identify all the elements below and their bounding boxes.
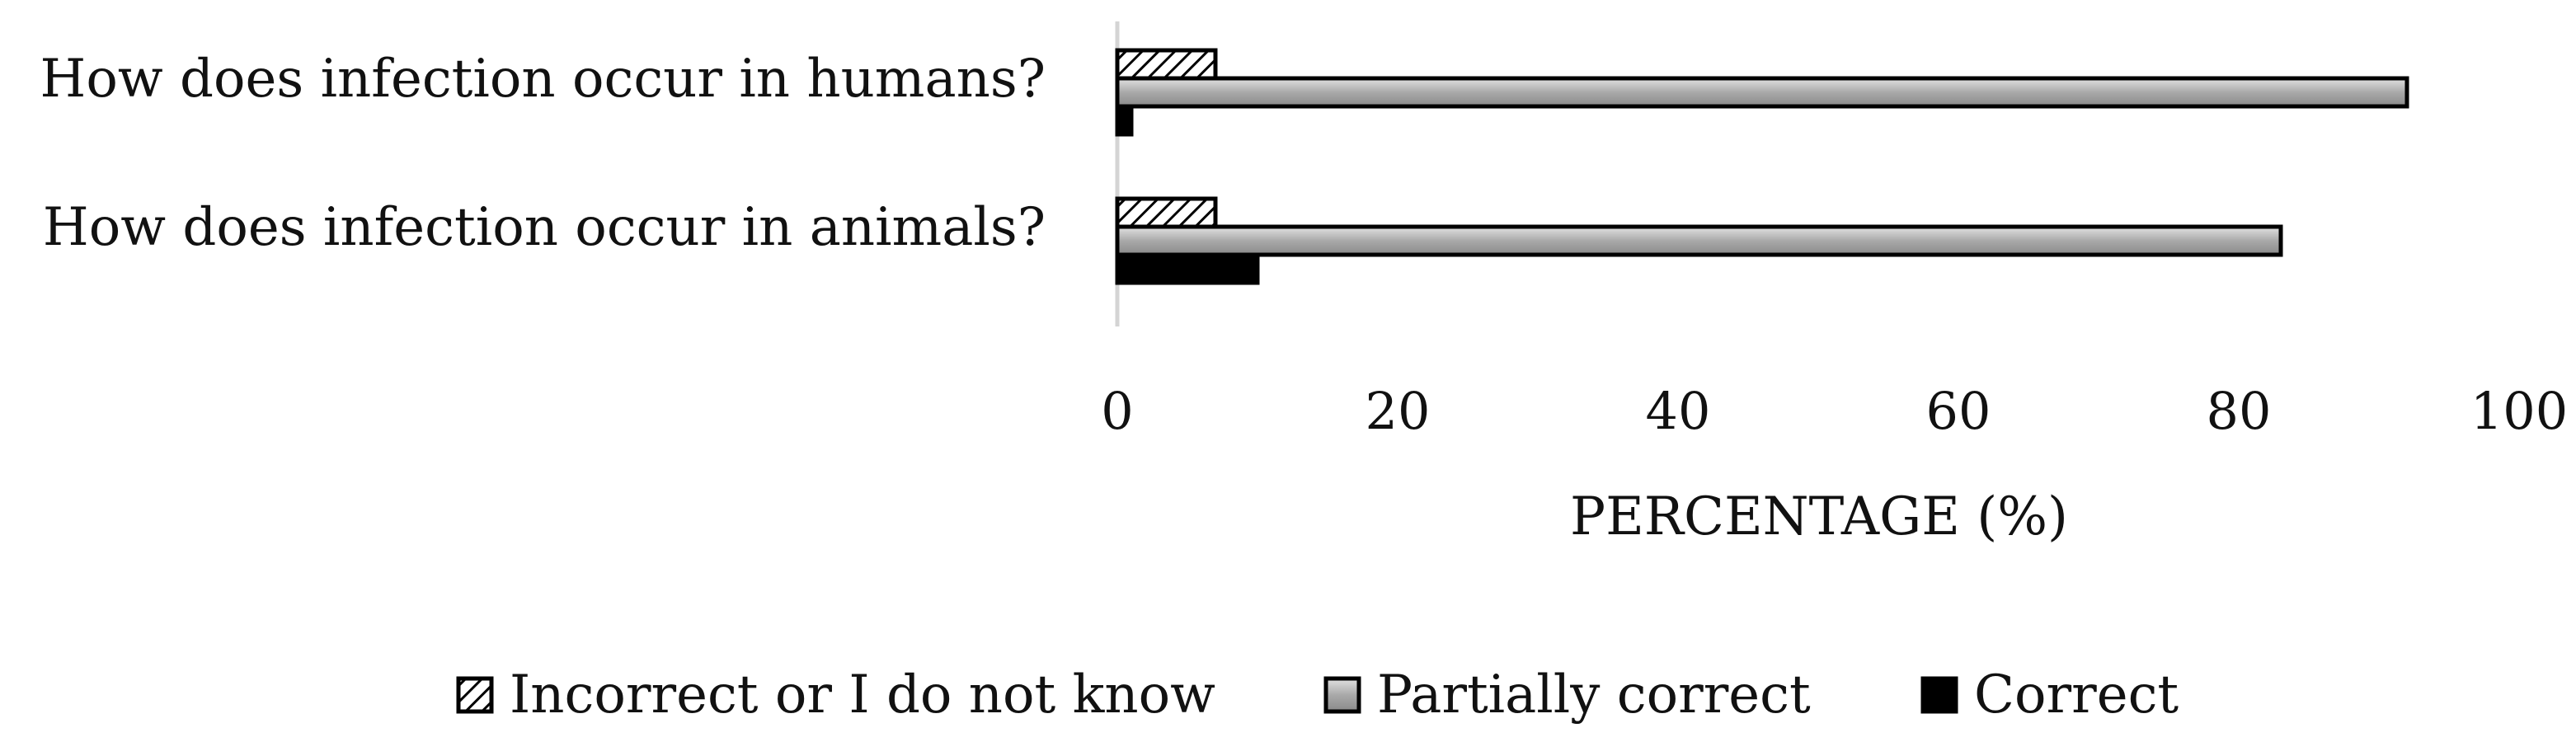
legend-swatch-correct [1920,676,1958,714]
bar-animals-correct [1115,252,1260,285]
legend-swatch-incorrect [456,676,494,714]
legend: Incorrect or I do not know Partially cor… [456,664,2179,725]
x-tick-label: 40 [1646,381,1711,441]
x-tick-label: 100 [2470,381,2568,441]
x-tick-label: 80 [2207,381,2272,441]
legend-label-partially-correct: Partially correct [1377,664,1811,725]
bar-humans-correct [1115,104,1134,137]
legend-swatch-partially-correct [1323,676,1361,714]
legend-label-incorrect: Incorrect or I do not know [510,664,1215,725]
bar-humans-partially-correct [1115,76,2409,109]
category-labels: How does infection occur in humans? How … [40,49,1046,258]
x-tick-label: 60 [1926,381,1991,441]
legend-label-correct: Correct [1974,664,2179,725]
category-label-animals: How does infection occur in animals? [43,197,1046,258]
x-axis-title: PERCENTAGE (%) [1570,486,2068,547]
bar-humans-incorrect [1115,48,1218,81]
x-tick-label: 20 [1366,381,1431,441]
bar-animals-incorrect [1115,196,1218,229]
category-label-humans: How does infection occur in humans? [40,49,1046,110]
bar-animals-partially-correct [1115,224,2283,257]
x-tick-label: 0 [1101,381,1133,441]
x-axis-ticks: 0 20 40 60 80 100 [1101,381,2568,441]
bars [1115,48,2409,285]
